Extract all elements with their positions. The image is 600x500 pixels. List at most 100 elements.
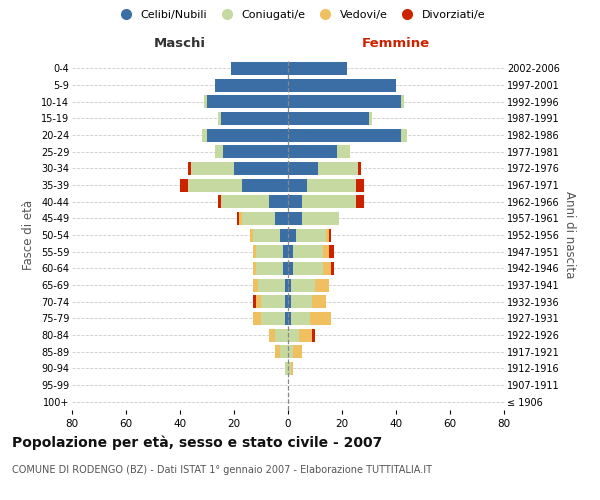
Bar (288, 345, 293, 358)
Bar (283, 262, 288, 275)
Bar (323, 262, 331, 275)
Bar (299, 328, 313, 342)
Bar (218, 112, 221, 125)
Text: COMUNE DI RODENGO (BZ) - Dati ISTAT 1° gennaio 2007 - Elaborazione TUTTITALIA.IT: COMUNE DI RODENGO (BZ) - Dati ISTAT 1° g… (12, 465, 432, 475)
Bar (288, 295, 290, 308)
Bar (202, 128, 207, 141)
Bar (293, 345, 302, 358)
Bar (256, 245, 283, 258)
Bar (288, 228, 296, 241)
Bar (275, 328, 288, 342)
Bar (242, 178, 288, 192)
Bar (253, 228, 280, 241)
Bar (242, 212, 275, 225)
Bar (232, 62, 288, 75)
Bar (329, 228, 331, 241)
Bar (290, 278, 315, 291)
Bar (280, 228, 288, 241)
Bar (286, 278, 288, 291)
Bar (191, 162, 234, 175)
Bar (288, 245, 293, 258)
Bar (290, 295, 313, 308)
Bar (358, 162, 361, 175)
Bar (188, 178, 242, 192)
Bar (329, 245, 334, 258)
Text: Popolazione per età, sesso e stato civile - 2007: Popolazione per età, sesso e stato civil… (12, 435, 382, 450)
Bar (331, 262, 334, 275)
Bar (253, 278, 259, 291)
Bar (288, 178, 307, 192)
Bar (207, 95, 288, 108)
Y-axis label: Anni di nascita: Anni di nascita (563, 192, 577, 278)
Bar (288, 195, 302, 208)
Bar (256, 295, 261, 308)
Bar (313, 295, 326, 308)
Bar (290, 362, 293, 375)
Bar (293, 245, 323, 258)
Bar (256, 262, 283, 275)
Bar (355, 178, 364, 192)
Bar (307, 178, 355, 192)
Bar (204, 95, 207, 108)
Bar (323, 245, 329, 258)
Bar (253, 295, 256, 308)
Bar (215, 78, 288, 92)
Bar (293, 262, 323, 275)
Bar (261, 295, 286, 308)
Bar (288, 328, 299, 342)
Bar (318, 162, 358, 175)
Bar (288, 162, 318, 175)
Bar (218, 195, 221, 208)
Bar (315, 278, 329, 291)
Bar (221, 112, 288, 125)
Bar (207, 128, 288, 141)
Bar (288, 95, 401, 108)
Bar (223, 145, 288, 158)
Bar (302, 195, 355, 208)
Legend: Celibi/Nubili, Coniugati/e, Vedovi/e, Divorziati/e: Celibi/Nubili, Coniugati/e, Vedovi/e, Di… (110, 6, 490, 25)
Bar (180, 178, 188, 192)
Bar (290, 312, 310, 325)
Bar (401, 128, 407, 141)
Bar (288, 145, 337, 158)
Bar (288, 62, 347, 75)
Bar (286, 362, 288, 375)
Bar (236, 212, 239, 225)
Bar (288, 128, 401, 141)
Bar (269, 328, 275, 342)
Bar (215, 145, 223, 158)
Y-axis label: Fasce di età: Fasce di età (22, 200, 35, 270)
Text: Femmine: Femmine (362, 37, 430, 50)
Bar (326, 228, 329, 241)
Bar (286, 295, 288, 308)
Bar (253, 312, 261, 325)
Bar (188, 162, 191, 175)
Bar (401, 95, 404, 108)
Bar (369, 112, 372, 125)
Bar (288, 262, 293, 275)
Bar (221, 195, 269, 208)
Text: Maschi: Maschi (154, 37, 206, 50)
Bar (275, 345, 280, 358)
Bar (269, 195, 288, 208)
Bar (283, 245, 288, 258)
Bar (288, 312, 290, 325)
Bar (313, 328, 315, 342)
Bar (337, 145, 350, 158)
Bar (288, 212, 302, 225)
Bar (253, 245, 256, 258)
Bar (288, 278, 290, 291)
Bar (355, 195, 364, 208)
Bar (302, 212, 340, 225)
Bar (259, 278, 286, 291)
Bar (288, 78, 396, 92)
Bar (286, 312, 288, 325)
Bar (239, 212, 242, 225)
Bar (296, 228, 326, 241)
Bar (275, 212, 288, 225)
Bar (253, 262, 256, 275)
Bar (288, 362, 290, 375)
Bar (234, 162, 288, 175)
Bar (288, 112, 369, 125)
Bar (261, 312, 286, 325)
